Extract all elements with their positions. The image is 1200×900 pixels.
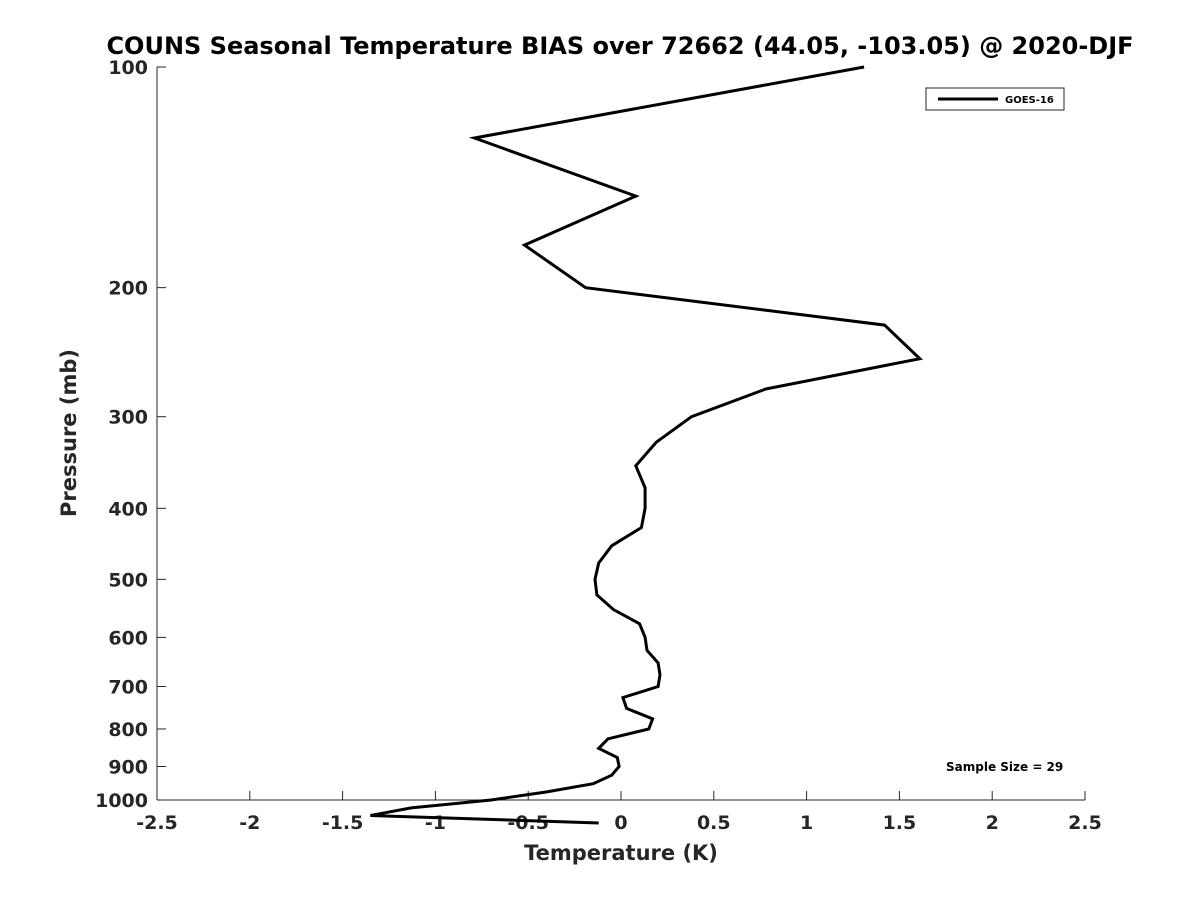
x-tick-label: 0: [614, 812, 627, 834]
x-tick-label: 2.5: [1068, 812, 1102, 834]
x-tick-label: 1.5: [883, 812, 917, 834]
y-tick-label: 100: [108, 57, 148, 79]
x-tick-label: -2.5: [136, 812, 178, 834]
y-tick-label: 900: [108, 756, 148, 778]
x-tick-label: 0.5: [697, 812, 731, 834]
x-tick-label: -1: [425, 812, 446, 834]
y-tick-label: 400: [108, 498, 148, 520]
legend: GOES-16: [925, 87, 1065, 111]
x-ticks: -2.5 -2 -1.5 -1 -0.5 0 0.5 1 1.5 2 2.5: [136, 791, 1102, 834]
plot-background: [157, 67, 1085, 800]
y-tick-label: 700: [108, 676, 148, 698]
legend-label: GOES-16: [1005, 95, 1054, 106]
x-tick-label: 2: [986, 812, 999, 834]
y-tick-label: 300: [108, 407, 148, 429]
sample-size-annotation: Sample Size = 29: [946, 760, 1063, 774]
y-tick-label: 200: [108, 278, 148, 300]
y-tick-label: 500: [108, 569, 148, 591]
y-tick-label: 600: [108, 627, 148, 649]
series-line-goes-16: [370, 65, 923, 825]
y-tick-label: 1000: [95, 790, 148, 812]
x-tick-label: -2: [239, 812, 260, 834]
y-ticks: 100 200 300 400 500 600 700 800 900 1000: [95, 57, 166, 812]
y-axis-title: Pressure (mb): [57, 349, 81, 517]
y-tick-label: 800: [108, 719, 148, 741]
plot-area: [156, 67, 1085, 801]
x-tick-label: -0.5: [507, 812, 549, 834]
x-tick-label: 1: [800, 812, 813, 834]
x-tick-label: -1.5: [322, 812, 364, 834]
x-axis-title: Temperature (K): [524, 841, 718, 865]
chart-title: COUNS Seasonal Temperature BIAS over 726…: [106, 32, 1133, 60]
